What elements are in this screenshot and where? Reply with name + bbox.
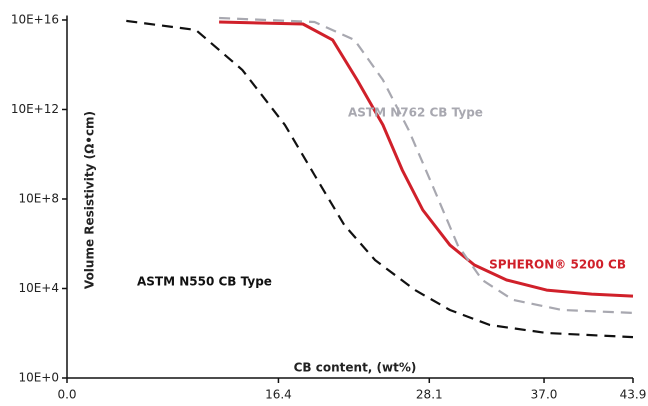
- series-label: ASTM N762 CB Type: [348, 106, 483, 120]
- series-label: ASTM N550 CB Type: [137, 275, 272, 289]
- x-tick-label: 28.1: [416, 388, 443, 402]
- y-tick-label: 10E+16: [11, 12, 59, 26]
- y-tick-label: 10E+8: [18, 191, 59, 205]
- x-tick-label: 0.0: [57, 388, 76, 402]
- series-line: [219, 16, 634, 314]
- y-axis-label: Volume Resistivity (Ω•cm): [83, 111, 97, 289]
- x-axis-label: CB content, (wt%): [294, 361, 417, 375]
- y-tick-label: 10E+0: [18, 371, 59, 385]
- series-line: [126, 19, 634, 339]
- x-tick-label: 43.9: [620, 388, 647, 402]
- series-line: [219, 20, 634, 298]
- series-label: SPHERON® 5200 CB: [489, 258, 626, 272]
- y-tick-label: 10E+4: [18, 281, 59, 295]
- y-tick-label: 10E+12: [11, 102, 59, 116]
- x-tick-label: 16.4: [265, 388, 292, 402]
- x-tick-label: 37.0: [531, 388, 558, 402]
